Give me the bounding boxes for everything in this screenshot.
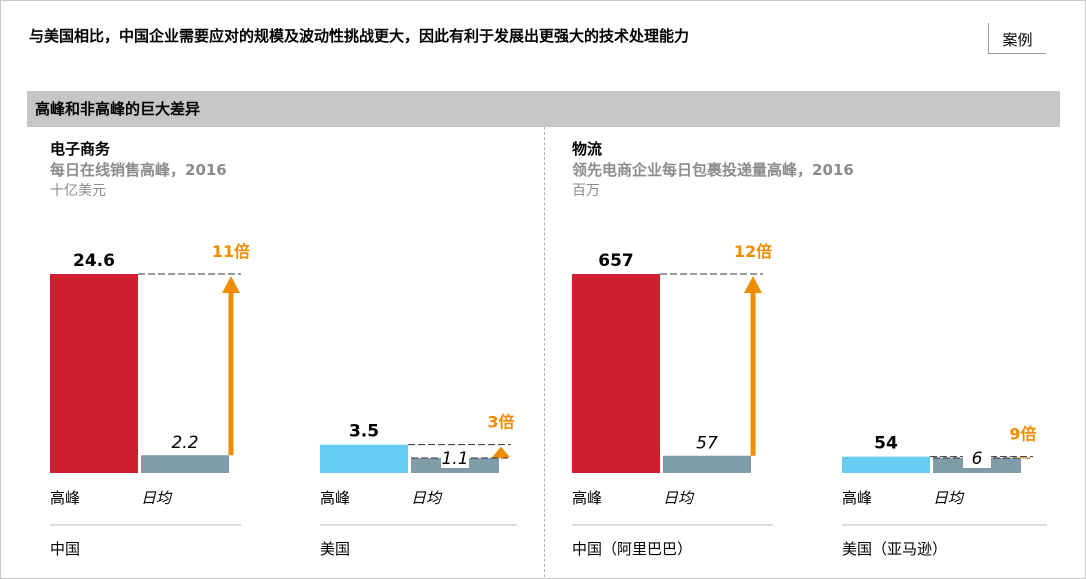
logistics-unit: 百万 [572, 183, 600, 199]
peak-bar-p0-g0 [50, 274, 138, 473]
category-label-average-p0-g0: 日均 [141, 489, 173, 507]
peak-bar-p0-g1 [320, 444, 408, 473]
average-value-label-p0-g0: 2.2 [171, 433, 198, 453]
category-label-average-p1-g1: 日均 [933, 489, 965, 507]
peak-value-label-p1-g0: 657 [598, 251, 634, 271]
ecommerce-unit: 十亿美元 [50, 183, 106, 199]
category-label-average-p1-g0: 日均 [663, 489, 695, 507]
group-name-p1-g0: 中国（阿里巴巴） [572, 540, 692, 558]
ecommerce-title: 电子商务 [50, 140, 111, 158]
panel-divider [544, 127, 545, 577]
peak-value-label-p1-g1: 54 [874, 434, 898, 454]
multiple-label-p0-g1: 3倍 [487, 413, 514, 432]
logistics-title: 物流 [572, 140, 603, 158]
multiple-label-p1-g1: 9倍 [1009, 425, 1036, 444]
multiple-label-p0-g0: 11倍 [212, 242, 250, 261]
group-name-p0-g1: 美国 [320, 540, 350, 558]
multiple-arrow-head-p0-g0 [222, 276, 240, 293]
section-title-bar: 高峰和非高峰的巨大差异 [27, 91, 1060, 127]
multiple-arrow-head-p1-g0 [744, 276, 762, 293]
group-name-p0-g0: 中国 [50, 540, 80, 558]
multiple-label-p1-g0: 12倍 [734, 242, 772, 261]
average-label-bg-p0-g1 [441, 448, 469, 468]
peak-value-label-p0-g0: 24.6 [73, 251, 115, 271]
average-value-label-p1-g0: 57 [696, 434, 718, 454]
peak-bar-p1-g0 [572, 274, 660, 473]
ecommerce-panel-header: 电子商务 每日在线销售高峰，2016 十亿美元 [50, 138, 227, 200]
average-label-bg-p1-g1 [963, 448, 991, 468]
category-label-peak-p1-g1: 高峰 [842, 489, 872, 507]
peak-bar-p1-g1 [842, 456, 930, 473]
multiple-arrow-head-p1-g1 [1014, 457, 1032, 459]
headline: 与美国相比，中国企业需要应对的规模及波动性挑战更大，因此有利于发展出更强大的技术… [29, 27, 690, 45]
logistics-panel-header: 物流 领先电商企业每日包裹投递量高峰，2016 百万 [572, 138, 854, 200]
category-label-average-p0-g1: 日均 [411, 489, 443, 507]
average-value-label-p0-g1: 1.1 [441, 449, 468, 469]
case-badge: 案例 [988, 23, 1046, 54]
category-label-peak-p1-g0: 高峰 [572, 489, 602, 507]
logistics-subtitle: 领先电商企业每日包裹投递量高峰，2016 [572, 161, 854, 179]
category-label-peak-p0-g1: 高峰 [320, 489, 350, 507]
ecommerce-subtitle: 每日在线销售高峰，2016 [50, 161, 227, 179]
peak-value-label-p0-g1: 3.5 [349, 422, 379, 442]
average-value-label-p1-g1: 6 [972, 449, 983, 469]
average-bar-p0-g0 [141, 455, 229, 473]
category-label-peak-p0-g0: 高峰 [50, 489, 80, 507]
multiple-arrow-head-p0-g1 [492, 446, 510, 458]
average-bar-p1-g0 [663, 455, 751, 473]
group-name-p1-g1: 美国（亚马逊） [842, 540, 947, 558]
